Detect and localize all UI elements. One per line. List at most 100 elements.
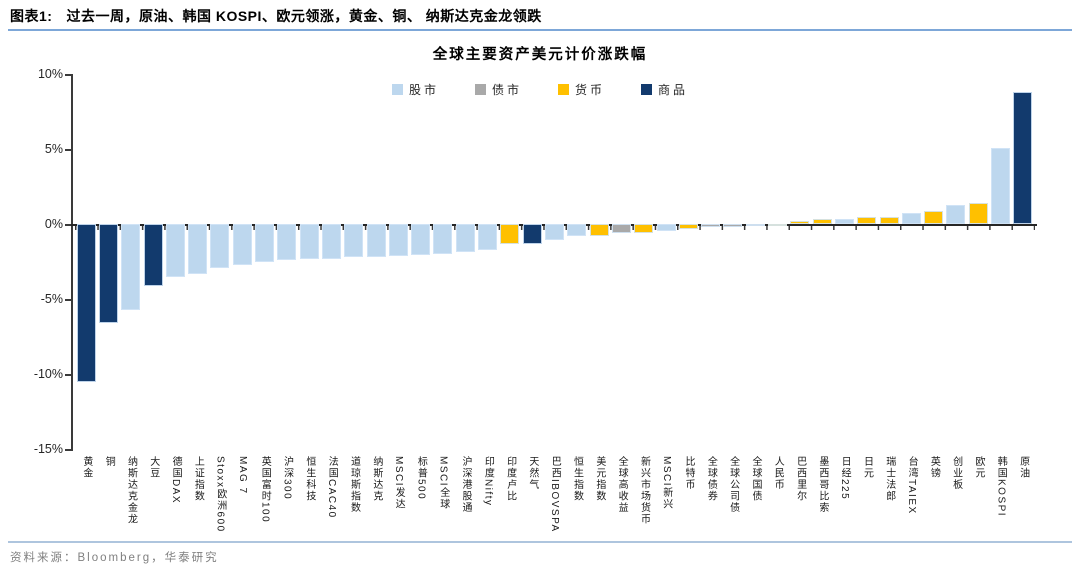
bar (277, 224, 297, 260)
bar (299, 224, 319, 260)
bar (968, 203, 988, 224)
legend-swatch-icon (558, 84, 569, 95)
bar (1013, 92, 1033, 224)
y-axis-tick-label: -10% (33, 367, 63, 381)
x-axis-label: 沪深300 (276, 456, 298, 544)
x-axis-label: 巴西IBOVSPA (543, 456, 565, 544)
x-axis-label-text: 沪深300 (281, 456, 293, 501)
y-axis-tick-label: -5% (40, 292, 63, 306)
bar (321, 224, 341, 259)
x-axis-label: 美元指数 (588, 456, 610, 544)
x-axis-label: Stoxx欧洲600 (209, 456, 231, 544)
x-axis-label-text: 标普500 (415, 456, 427, 501)
x-axis-label: 铜 (97, 456, 119, 544)
x-axis-label-text: 巴西IBOVSPA (549, 456, 561, 533)
x-axis-label: 创业板 (945, 456, 967, 544)
legend-item: 债市 (474, 81, 522, 98)
bar (723, 224, 743, 227)
bar (143, 224, 163, 286)
x-axis-label-text: 德国DAX (170, 456, 182, 505)
figure-title: 过去一周，原油、韩国 KOSPI、欧元领涨，黄金、铜、 纳斯达克金龙领跌 (66, 8, 542, 24)
x-axis-label: 英国富时100 (253, 456, 275, 544)
legend-swatch-icon (641, 84, 653, 95)
x-axis-label-text: 大豆 (147, 456, 159, 479)
bar (188, 224, 208, 274)
x-axis-label-text: 全球公司债 (727, 456, 739, 514)
bar (879, 216, 899, 224)
bar (901, 212, 921, 224)
x-axis-label-text: 恒生科技 (303, 456, 315, 502)
x-axis-label: 新兴市场货币 (633, 456, 655, 544)
x-axis-label: 巴西里尔 (789, 456, 811, 544)
x-axis-label-text: MSCI发达 (393, 456, 405, 510)
bar (857, 217, 877, 224)
bar (567, 224, 587, 236)
x-axis-label: 比特币 (677, 456, 699, 544)
bar (834, 218, 854, 224)
bar (634, 224, 654, 233)
legend-label: 货币 (575, 83, 606, 97)
x-axis-label-text: 全球债券 (705, 456, 717, 502)
x-axis-label-text: 全球高收益 (616, 456, 628, 514)
y-axis-tick-label: 5% (44, 142, 63, 156)
x-axis-label-text: 英镑 (928, 456, 940, 479)
x-axis-label-text: 纳斯达克金龙 (125, 456, 137, 525)
x-axis-label-text: 黄金 (80, 456, 92, 479)
x-axis-label: 全球债券 (699, 456, 721, 544)
bar (76, 224, 96, 382)
legend-item: 商品 (641, 81, 688, 98)
x-axis-label: MAG 7 (231, 456, 253, 544)
x-axis-label: 法国CAC40 (320, 456, 342, 544)
x-axis-label-text: 韩国KOSPI (995, 456, 1007, 518)
x-axis-label-text: 天然气 (526, 456, 538, 491)
x-axis-label: 上证指数 (187, 456, 209, 544)
x-axis-label-text: 日元 (861, 456, 873, 479)
x-axis-label: 原油 (1012, 456, 1034, 544)
x-axis-label: 全球公司债 (722, 456, 744, 544)
y-axis-line (71, 74, 73, 451)
figure-number: 图表1: (10, 8, 53, 24)
x-axis-label: 道琼斯指数 (343, 456, 365, 544)
bar (790, 221, 810, 224)
x-axis-label-text: 原油 (1017, 456, 1029, 479)
x-axis-label-text: 印度卢比 (504, 456, 516, 502)
bar (165, 224, 185, 277)
y-axis-tick (65, 449, 71, 451)
x-axis-label-text: 全球国债 (749, 456, 761, 502)
bar (611, 224, 631, 233)
source-note: 资料来源：Bloomberg，华泰研究 (10, 552, 219, 564)
x-axis-label: 恒生指数 (566, 456, 588, 544)
x-axis-label-text: 巴西里尔 (794, 456, 806, 502)
x-axis-label-text: 法国CAC40 (326, 456, 338, 519)
bar (678, 224, 698, 229)
bar (656, 224, 676, 231)
x-axis-label: 黄金 (75, 456, 97, 544)
bar (545, 224, 564, 240)
bar (478, 224, 498, 250)
y-axis-tick (65, 74, 71, 76)
x-axis-label-text: 比特币 (683, 456, 695, 491)
bar (232, 224, 252, 266)
bar (344, 224, 364, 257)
x-axis-label-text: 铜 (103, 456, 115, 468)
x-axis-label: 全球高收益 (610, 456, 632, 544)
chart-legend: 股市 债市 货币 商品 (0, 81, 1080, 98)
x-axis-label: 墨西哥比索 (811, 456, 833, 544)
x-axis-label-text: MSCI全球 (437, 456, 449, 510)
x-axis-label: 印度Nifty (476, 456, 498, 544)
x-axis-label-text: 纳斯达克 (370, 456, 382, 502)
y-axis-tick (65, 374, 71, 376)
bar (255, 224, 275, 263)
x-axis-label: 纳斯达克金龙 (120, 456, 142, 544)
x-axis-label-text: 瑞士法郎 (883, 456, 895, 502)
bar (991, 147, 1011, 224)
bar (522, 224, 542, 244)
x-axis-label: 德国DAX (164, 456, 186, 544)
bar (745, 224, 765, 226)
x-axis-label-text: 欧元 (972, 456, 984, 479)
bar (768, 224, 788, 226)
x-axis-label: 沪深港股通 (454, 456, 476, 544)
x-axis-label-text: 英国富时100 (259, 456, 271, 524)
x-axis-label-text: 创业板 (950, 456, 962, 491)
